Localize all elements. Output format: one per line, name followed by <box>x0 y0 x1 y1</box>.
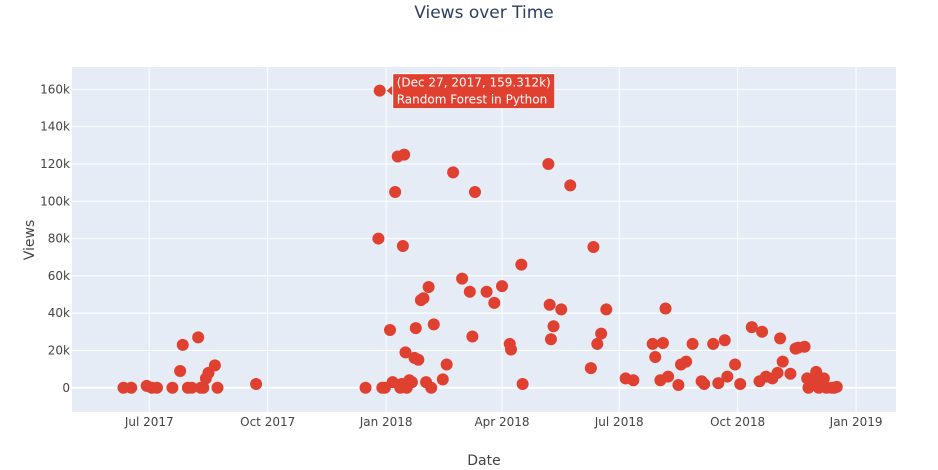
y-axis-title: Views <box>22 220 38 261</box>
data-point[interactable] <box>687 338 699 350</box>
data-point[interactable] <box>374 85 386 97</box>
plot-background <box>72 67 896 412</box>
y-tick-label: 100k <box>40 194 70 208</box>
data-point[interactable] <box>777 356 789 368</box>
data-point[interactable] <box>721 371 733 383</box>
data-point[interactable] <box>517 378 529 390</box>
x-tick-label: Apr 2018 <box>474 415 529 429</box>
y-tick-label: 140k <box>40 120 70 134</box>
data-point[interactable] <box>729 358 741 370</box>
data-point[interactable] <box>437 373 449 385</box>
data-point[interactable] <box>177 339 189 351</box>
data-point[interactable] <box>192 331 204 343</box>
data-point[interactable] <box>456 273 468 285</box>
y-tick-label: 80k <box>48 232 70 246</box>
data-point[interactable] <box>211 382 223 394</box>
data-point[interactable] <box>166 382 178 394</box>
data-point[interactable] <box>417 292 429 304</box>
data-point[interactable] <box>412 354 424 366</box>
data-point[interactable] <box>707 338 719 350</box>
hover-tooltip: (Dec 27, 2017, 159.312k) Random Forest i… <box>387 74 555 109</box>
y-tick-label: 160k <box>40 82 70 96</box>
tooltip-coordinates: (Dec 27, 2017, 159.312k) <box>397 76 551 90</box>
data-point[interactable] <box>389 186 401 198</box>
data-point[interactable] <box>734 378 746 390</box>
y-tick-label: 20k <box>48 343 70 357</box>
data-point[interactable] <box>746 321 758 333</box>
data-point[interactable] <box>496 280 508 292</box>
x-tick-label: Jan 2018 <box>359 415 413 429</box>
data-point[interactable] <box>397 240 409 252</box>
data-point[interactable] <box>647 338 659 350</box>
y-tick-label: 0 <box>62 381 70 395</box>
data-point[interactable] <box>591 338 603 350</box>
data-point[interactable] <box>384 324 396 336</box>
tooltip-series-name: Random Forest in Python <box>397 93 548 107</box>
data-point[interactable] <box>587 241 599 253</box>
data-point[interactable] <box>660 303 672 315</box>
data-point[interactable] <box>398 149 410 161</box>
y-tick-label: 60k <box>48 269 70 283</box>
data-point[interactable] <box>600 303 612 315</box>
data-point[interactable] <box>555 303 567 315</box>
data-point[interactable] <box>488 297 500 309</box>
data-point[interactable] <box>466 330 478 342</box>
data-point[interactable] <box>799 341 811 353</box>
data-point[interactable] <box>441 358 453 370</box>
data-point[interactable] <box>772 367 784 379</box>
data-point[interactable] <box>627 374 639 386</box>
data-point[interactable] <box>151 382 163 394</box>
data-point[interactable] <box>428 318 440 330</box>
y-tick-label: 40k <box>48 306 70 320</box>
x-tick-label: Jul 2018 <box>594 415 644 429</box>
data-point[interactable] <box>425 382 437 394</box>
x-tick-label: Jan 2019 <box>829 415 883 429</box>
data-point[interactable] <box>209 359 221 371</box>
data-point[interactable] <box>585 362 597 374</box>
x-tick-label: Jul 2017 <box>124 415 174 429</box>
data-point[interactable] <box>662 371 674 383</box>
data-point[interactable] <box>545 333 557 345</box>
data-point[interactable] <box>657 337 669 349</box>
data-point[interactable] <box>505 344 517 356</box>
x-axis-title: Date <box>467 453 500 469</box>
data-point[interactable] <box>756 326 768 338</box>
y-axis-ticks: 0 20k 40k 60k 80k 100k 120k 140k 160k <box>40 82 70 394</box>
data-point[interactable] <box>680 356 692 368</box>
data-point[interactable] <box>464 286 476 298</box>
chart-title: Views over Time <box>414 3 554 23</box>
data-point[interactable] <box>406 376 418 388</box>
data-point[interactable] <box>250 378 262 390</box>
data-point[interactable] <box>542 158 554 170</box>
data-point[interactable] <box>719 334 731 346</box>
data-point[interactable] <box>360 382 372 394</box>
data-point[interactable] <box>784 368 796 380</box>
data-point[interactable] <box>410 322 422 334</box>
data-point[interactable] <box>544 299 556 311</box>
data-point[interactable] <box>469 186 481 198</box>
data-point[interactable] <box>564 179 576 191</box>
x-tick-label: Oct 2018 <box>710 415 765 429</box>
data-point[interactable] <box>548 320 560 332</box>
data-point[interactable] <box>649 351 661 363</box>
data-point[interactable] <box>595 328 607 340</box>
data-point[interactable] <box>125 382 137 394</box>
x-tick-label: Oct 2017 <box>240 415 295 429</box>
y-tick-label: 120k <box>40 157 70 171</box>
data-point[interactable] <box>423 281 435 293</box>
data-point[interactable] <box>174 365 186 377</box>
data-point[interactable] <box>372 233 384 245</box>
data-point[interactable] <box>447 166 459 178</box>
data-point[interactable] <box>698 378 710 390</box>
data-point[interactable] <box>774 332 786 344</box>
data-point[interactable] <box>831 381 843 393</box>
data-point[interactable] <box>481 286 493 298</box>
data-point[interactable] <box>515 259 527 271</box>
data-point[interactable] <box>672 379 684 391</box>
x-axis-ticks: Jul 2017 Oct 2017 Jan 2018 Apr 2018 Jul 2018… <box>124 415 883 429</box>
